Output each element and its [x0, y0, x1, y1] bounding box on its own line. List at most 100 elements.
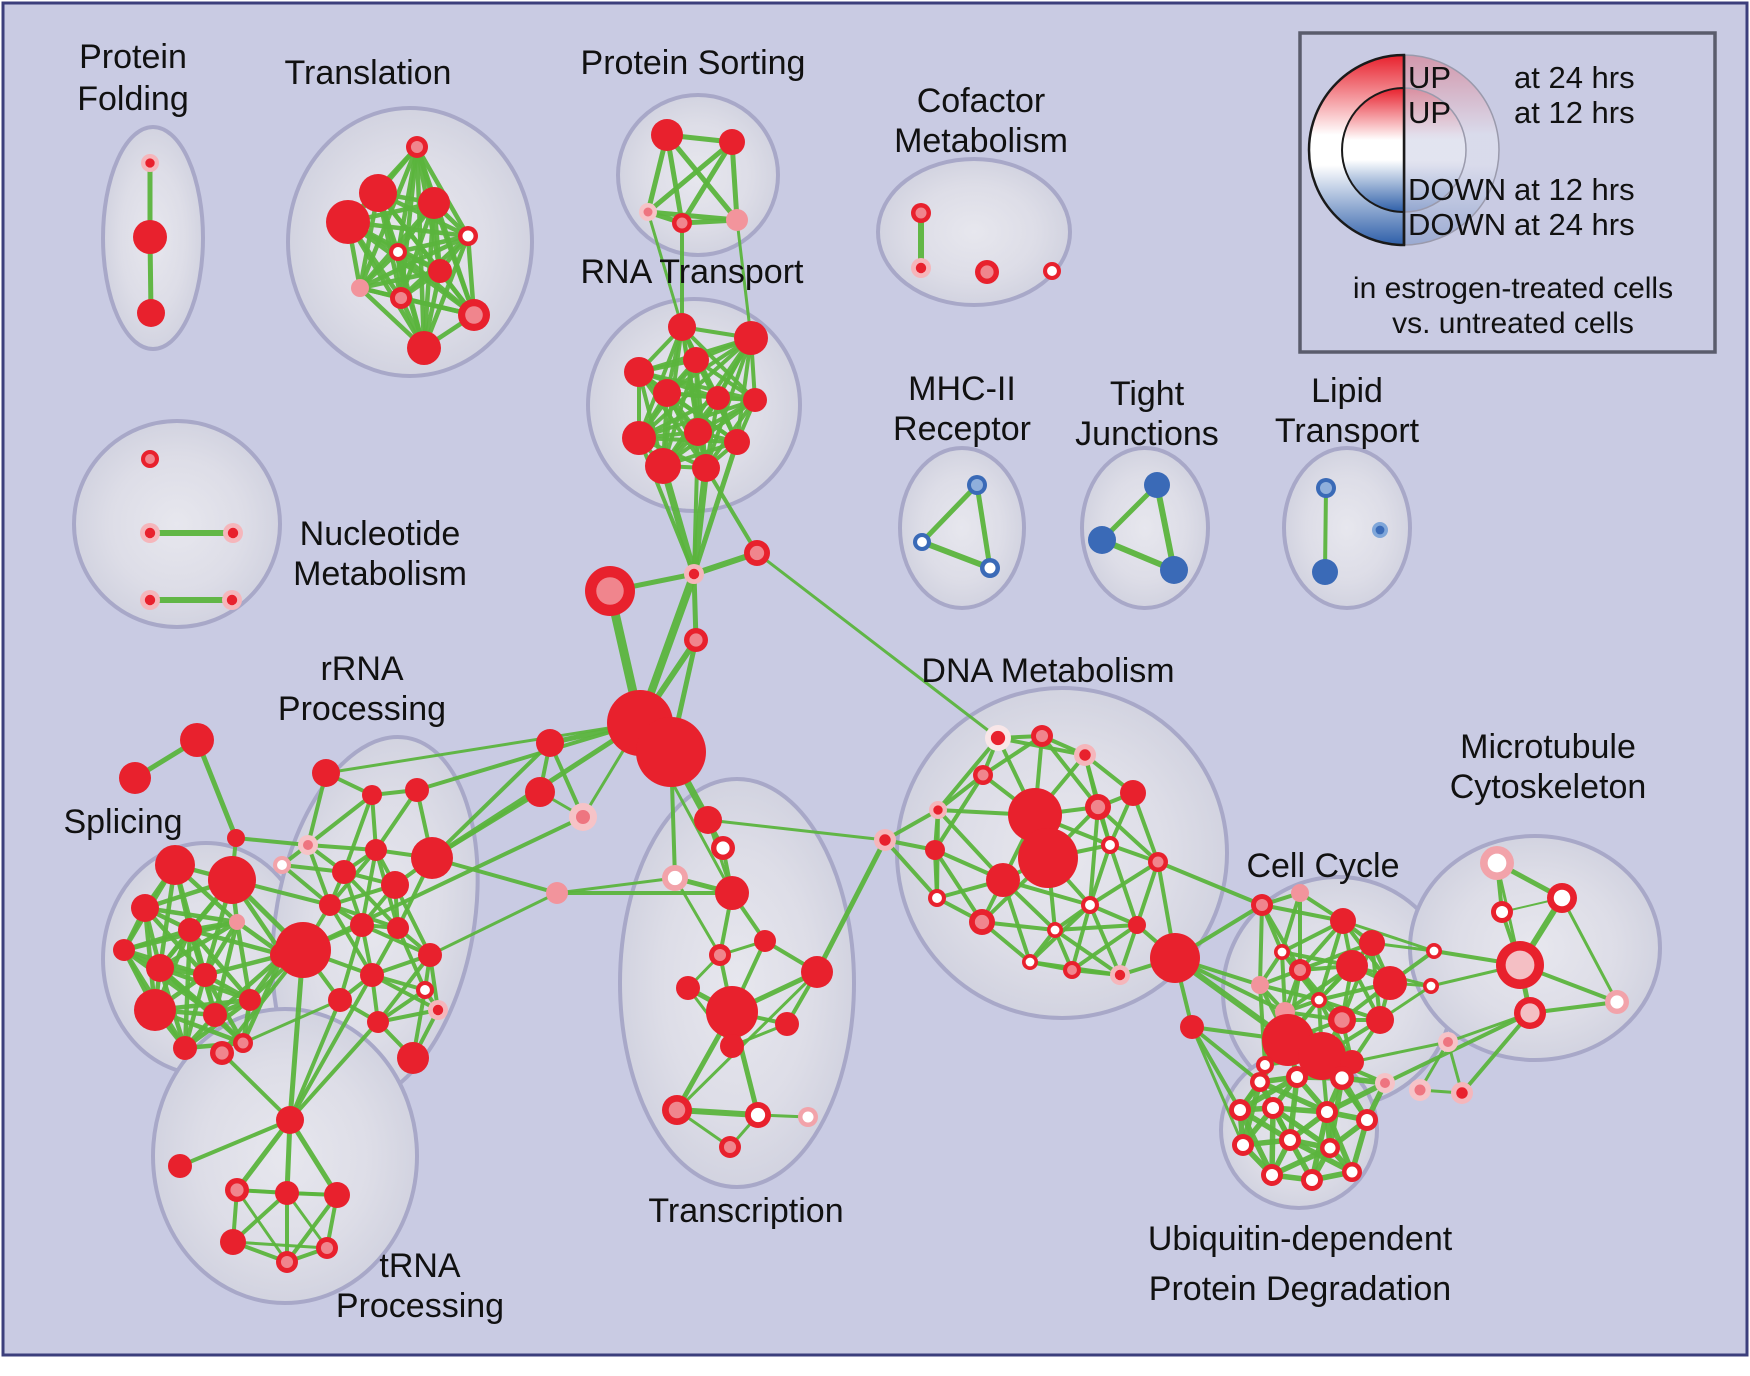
- legend-footer: in estrogen-treated cells: [1353, 272, 1673, 305]
- edge: [981, 734, 1044, 777]
- gene-node-core: [1266, 1101, 1280, 1115]
- edge: [1350, 1040, 1450, 1064]
- gene-node: [622, 421, 656, 455]
- gene-node-core: [1346, 1166, 1358, 1178]
- edge: [704, 466, 759, 555]
- gene-node-core: [990, 730, 1006, 746]
- gene-node: [405, 778, 429, 802]
- edge: [1383, 1011, 1532, 1085]
- gene-node-core: [1079, 749, 1091, 761]
- gene-node-core: [1505, 950, 1535, 980]
- gene-node: [275, 1181, 299, 1205]
- gene-node: [155, 845, 195, 885]
- gene-node-core: [576, 810, 590, 824]
- gene-node: [208, 856, 256, 904]
- edge: [1088, 843, 1112, 907]
- edge: [735, 218, 753, 340]
- edge: [1560, 896, 1619, 1004]
- gene-node: [684, 418, 712, 446]
- edge: [936, 736, 1000, 812]
- gene-node-core: [1335, 1071, 1349, 1085]
- gene-node: [134, 989, 176, 1031]
- edge: [933, 848, 984, 924]
- gene-node: [668, 313, 696, 341]
- gene-node-core: [237, 1037, 249, 1049]
- gene-node: [1291, 884, 1309, 902]
- gene-node-core: [144, 594, 156, 606]
- gene-node: [1128, 916, 1146, 934]
- edge: [396, 926, 427, 992]
- gene-node-core: [750, 1107, 766, 1123]
- edge: [178, 1118, 292, 1168]
- edge: [288, 973, 374, 1122]
- edge: [431, 200, 477, 318]
- legend-time-label: at 24 hrs: [1514, 207, 1635, 242]
- edge: [328, 903, 374, 977]
- edge: [142, 905, 208, 978]
- gene-node: [324, 1182, 350, 1208]
- edge: [338, 923, 364, 1002]
- gene-node-core: [1456, 1087, 1468, 1099]
- edge: [1053, 923, 1139, 932]
- gene-node: [1330, 908, 1356, 934]
- gene-node: [925, 840, 945, 860]
- gene-node: [418, 943, 442, 967]
- gene-node: [276, 1106, 304, 1134]
- gene-node-core: [596, 577, 624, 605]
- cluster-dna-label: DNA Metabolism: [921, 652, 1174, 690]
- cluster-sorting-label: Protein Sorting: [581, 44, 806, 82]
- gene-node-core: [1255, 898, 1269, 912]
- gene-node: [1120, 780, 1146, 806]
- edge: [288, 1020, 380, 1122]
- gene-node: [131, 894, 159, 922]
- gene-node: [651, 119, 683, 151]
- edge: [370, 973, 440, 1012]
- gene-node-core: [432, 1004, 444, 1016]
- legend-time-label: at 12 hrs: [1514, 95, 1635, 130]
- gene-node-core: [465, 306, 483, 324]
- cluster-nucleotide-label: Metabolism: [293, 555, 467, 593]
- edge: [1323, 486, 1328, 574]
- edge: [306, 793, 374, 847]
- gene-node-core: [1487, 853, 1507, 873]
- gene-node: [692, 454, 720, 482]
- cluster-nucleotide-region: [72, 419, 282, 629]
- gene-node-core: [667, 870, 683, 886]
- edge: [231, 1240, 329, 1250]
- cluster-cofactor-region: [876, 157, 1072, 307]
- edge: [1287, 1137, 1355, 1175]
- gene-node-core: [668, 1101, 686, 1119]
- gene-node: [173, 1036, 197, 1060]
- cluster-tight-label: Tight: [1110, 375, 1185, 413]
- gene-node: [775, 1012, 799, 1036]
- gene-node: [676, 976, 700, 1000]
- gene-node: [113, 939, 135, 961]
- edge: [202, 952, 286, 978]
- edge: [288, 998, 342, 1122]
- edge: [1088, 903, 1122, 977]
- cluster-tight-label: Junctions: [1075, 415, 1219, 453]
- edge: [755, 551, 1000, 740]
- edge: [234, 836, 310, 847]
- cluster-cc-label: Cell Cycle: [1246, 847, 1399, 885]
- gene-node: [428, 259, 452, 283]
- cluster-cofactor-label: Cofactor: [917, 82, 1046, 120]
- gene-node: [1366, 1006, 1394, 1034]
- gene-node-core: [1495, 905, 1509, 919]
- gene-node-core: [689, 633, 703, 647]
- edge: [142, 905, 240, 925]
- gene-node-core: [917, 537, 927, 547]
- edge: [357, 268, 443, 291]
- gene-node-core: [1265, 1168, 1279, 1182]
- gene-node-core: [1314, 995, 1324, 1005]
- cluster-lipid-label: Lipid: [1311, 372, 1383, 410]
- edge: [235, 1188, 289, 1264]
- gene-node: [362, 785, 382, 805]
- cluster-micro-label: Microtubule: [1460, 728, 1636, 766]
- edge: [374, 788, 419, 852]
- gene-node-core: [713, 948, 727, 962]
- gene-node-core: [643, 207, 653, 217]
- gene-node: [743, 388, 767, 412]
- edge: [664, 132, 740, 223]
- legend-direction-label: UP: [1408, 95, 1451, 130]
